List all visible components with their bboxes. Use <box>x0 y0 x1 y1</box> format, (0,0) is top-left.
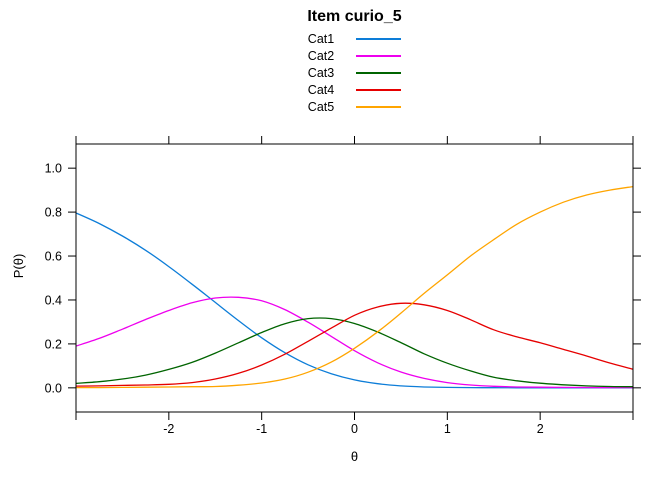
y-tick-label: 0.2 <box>45 337 62 351</box>
x-tick-label: -1 <box>256 422 267 436</box>
chart-legend: Cat1 Cat2 Cat3 Cat4 Cat5 <box>76 30 633 115</box>
legend-item-cat4: Cat4 <box>76 81 633 98</box>
axis-tick-labels: -2 -1 0 1 2 0.0 0.2 0.4 0.6 0.8 1.0 <box>45 162 544 436</box>
legend-item-cat5: Cat5 <box>76 98 633 115</box>
x-tick-label: -2 <box>163 422 174 436</box>
legend-item-cat3: Cat3 <box>76 64 633 81</box>
chart-title: Item curio_5 <box>307 8 402 25</box>
plot-frame <box>75 143 634 413</box>
curves <box>75 185 634 389</box>
curve-cat4 <box>75 302 634 387</box>
y-tick-label: 0.0 <box>45 381 62 395</box>
legend-line-sample-cat3 <box>356 71 402 74</box>
legend-label-cat4: Cat4 <box>307 82 335 97</box>
x-axis-label: θ <box>351 449 358 464</box>
y-tick-label: 0.8 <box>45 206 62 220</box>
x-tick-label: 2 <box>537 422 544 436</box>
legend-line-sample-cat4 <box>356 88 402 91</box>
curve-cat2 <box>75 296 633 389</box>
legend-item-cat2: Cat2 <box>76 47 633 64</box>
x-tick-label: 0 <box>351 422 358 436</box>
curve-cat1 <box>75 212 633 389</box>
legend-label-cat1: Cat1 <box>307 31 335 46</box>
y-tick-label: 0.6 <box>45 250 62 264</box>
curve-cat3 <box>75 317 634 388</box>
curve-cat5 <box>75 185 634 389</box>
legend-label-cat2: Cat2 <box>307 48 335 63</box>
y-axis-label: P(θ) <box>11 254 26 279</box>
axis-ticks <box>68 136 641 420</box>
y-tick-label: 1.0 <box>45 162 62 176</box>
y-tick-label: 0.4 <box>45 293 62 307</box>
legend-label-cat5: Cat5 <box>307 99 335 114</box>
legend-line-sample-cat1 <box>356 37 402 40</box>
legend-line-sample-cat5 <box>356 105 402 108</box>
legend-line-sample-cat2 <box>356 54 402 57</box>
legend-item-cat1: Cat1 <box>76 30 633 47</box>
legend-label-cat3: Cat3 <box>307 65 335 80</box>
x-tick-label: 1 <box>444 422 451 436</box>
